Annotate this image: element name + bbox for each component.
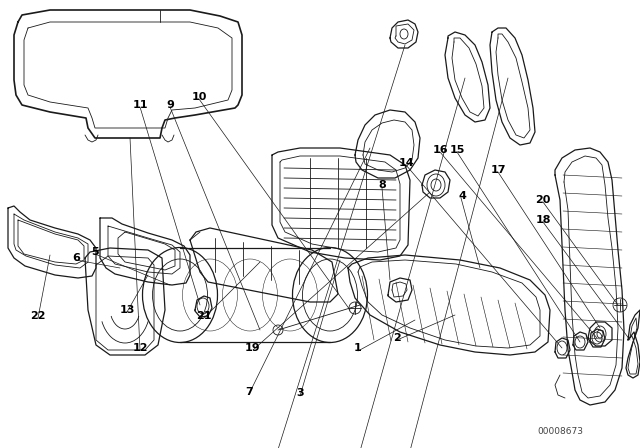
Text: 9: 9 [166,100,174,110]
Text: 8: 8 [378,180,386,190]
Text: 00008673: 00008673 [537,427,583,436]
Text: 17: 17 [490,165,506,175]
Text: 2: 2 [393,333,401,343]
Text: 20: 20 [535,195,550,205]
Text: 13: 13 [119,305,134,315]
Text: 6: 6 [72,253,80,263]
Text: 16: 16 [432,145,448,155]
Text: 3: 3 [296,388,304,398]
Text: 21: 21 [196,311,212,321]
Text: 1: 1 [354,343,362,353]
Text: 18: 18 [535,215,551,225]
Text: 14: 14 [398,158,414,168]
Text: 19: 19 [245,343,261,353]
Text: 4: 4 [458,191,466,201]
Text: 10: 10 [191,92,207,102]
Text: 5: 5 [91,247,99,257]
Text: 12: 12 [132,343,148,353]
Text: 11: 11 [132,100,148,110]
Text: 7: 7 [245,387,253,397]
Text: 22: 22 [30,311,45,321]
Text: 15: 15 [449,145,465,155]
